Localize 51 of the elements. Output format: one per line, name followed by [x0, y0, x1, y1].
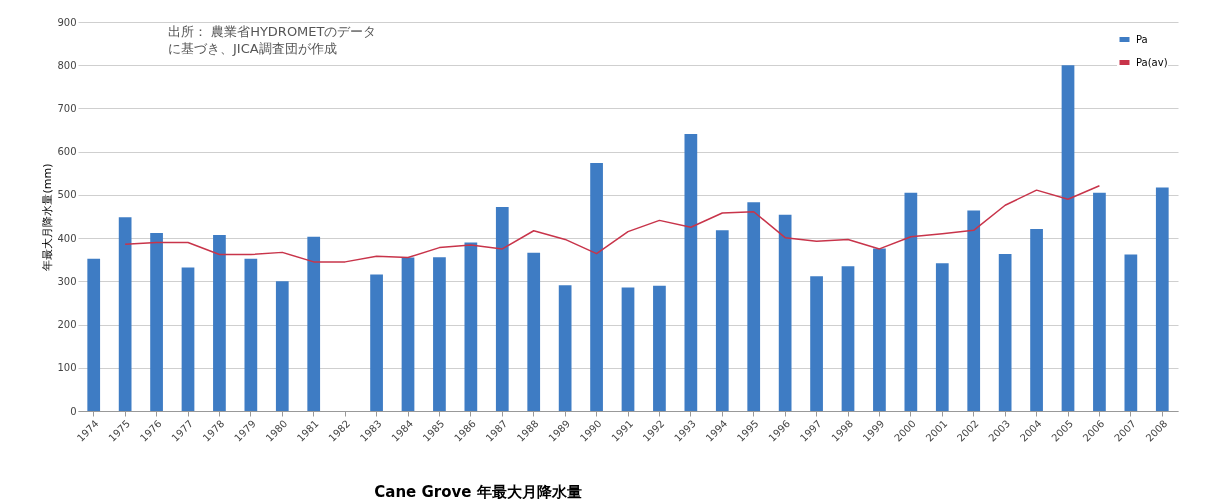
bar: [998, 254, 1012, 411]
y-tick-label: 800: [57, 59, 77, 71]
legend-label: Pa(av): [1136, 56, 1168, 68]
bar: [841, 266, 855, 411]
text: Cane Grove 年最大月降水量: [374, 483, 582, 499]
legend-label: Pa: [1136, 33, 1148, 45]
bar: [1093, 192, 1106, 411]
y-tick-label: 200: [57, 319, 77, 331]
bar: [213, 235, 226, 411]
bar: [873, 248, 886, 411]
y-tick-label: 500: [57, 189, 77, 201]
y-tick-label: 700: [57, 102, 77, 114]
bar: [590, 162, 603, 411]
bar: [150, 232, 163, 411]
bar: [621, 287, 635, 411]
y-tick-label: 0: [70, 405, 77, 417]
bar: [370, 274, 383, 411]
bar: [87, 258, 101, 411]
bar: [401, 257, 415, 411]
bar: [118, 217, 132, 411]
bar: [1155, 187, 1169, 411]
bar: [244, 258, 258, 411]
bar: [495, 206, 509, 411]
annotation: に基づき、JICA調査団が作成: [168, 41, 337, 56]
bar: [1061, 65, 1075, 411]
y-tick-label: 300: [57, 275, 77, 287]
bar: [653, 285, 666, 411]
bar: [275, 281, 289, 411]
bar: [181, 267, 195, 411]
bar: [810, 276, 823, 411]
bar: [935, 263, 949, 411]
bar: [1124, 254, 1138, 411]
y-tick-label: 900: [57, 16, 77, 28]
bar: [684, 133, 698, 411]
bar: [747, 202, 761, 411]
y-tick-label: 100: [57, 362, 77, 374]
bar: [1030, 229, 1043, 411]
y-tick-label: 600: [57, 146, 77, 158]
bar: [558, 285, 572, 411]
bar: [715, 230, 729, 411]
bar: [904, 192, 918, 411]
annotation: 出所： 農業省HYDROMETのデータ: [168, 24, 377, 39]
y-axis-title: 年最大月降水量(mm): [41, 163, 55, 271]
bar: [433, 257, 446, 411]
bar: [527, 252, 541, 411]
bar: [778, 214, 792, 411]
bar: [464, 242, 478, 411]
line-series: [124, 185, 1101, 263]
bar: [307, 236, 321, 411]
y-tick-label: 400: [57, 232, 77, 244]
bar: [967, 210, 981, 411]
